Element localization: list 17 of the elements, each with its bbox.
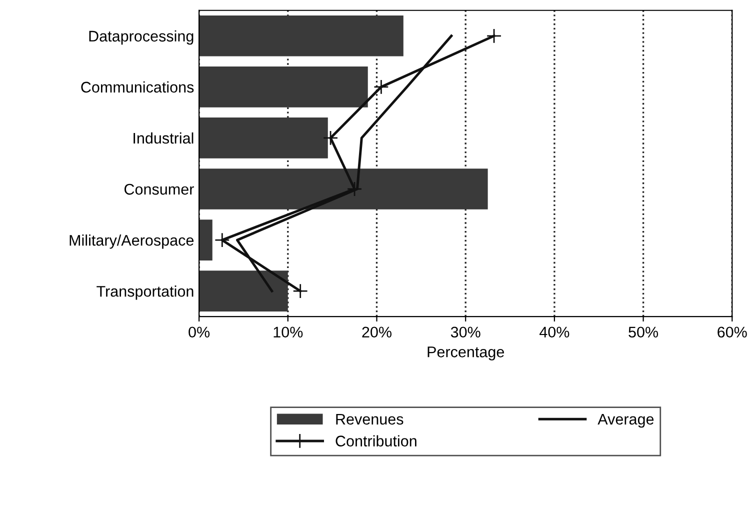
y-tick-label: Military/Aerospace xyxy=(70,234,194,249)
y-tick-label: Dataprocessing xyxy=(89,30,194,45)
x-tick-label: 30% xyxy=(450,326,480,338)
y-tick-label: Industrial xyxy=(134,132,194,144)
x-tick-label: 50% xyxy=(628,326,658,338)
x-tick-label: 10% xyxy=(274,326,303,338)
x-tick-label: 60% xyxy=(718,326,747,338)
y-tick-label: Transportation xyxy=(96,286,194,300)
x-axis-title: Percentage xyxy=(428,346,504,360)
y-tick-label: Communications xyxy=(81,81,194,93)
legend-label: Average xyxy=(598,414,654,428)
y-tick-label: Consumer xyxy=(124,184,194,195)
legend-label: Revenues xyxy=(336,414,404,425)
x-tick-label: 20% xyxy=(362,326,392,338)
x-tick-label: 40% xyxy=(540,326,570,338)
x-tick-label: 0% xyxy=(188,326,210,338)
legend-label: Contribution xyxy=(336,435,416,446)
